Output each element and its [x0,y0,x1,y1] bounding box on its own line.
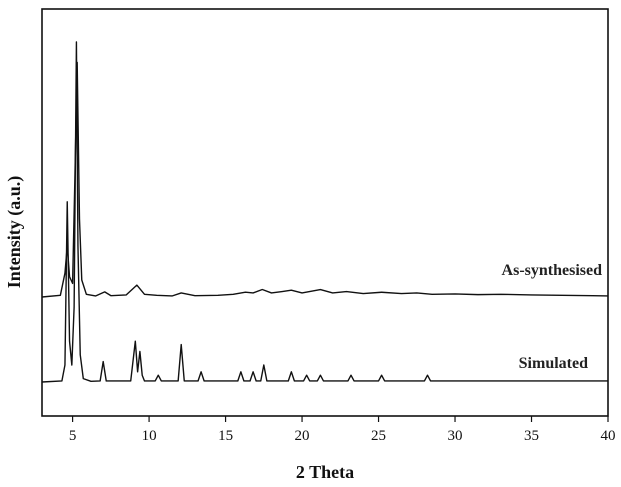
x-axis-title: 2 Theta [296,462,354,482]
series-labels: As-synthesised Simulated [502,262,603,372]
plot-frame [41,8,609,417]
x-tick-label-5: 5 [69,428,77,444]
y-axis-title: Intensity (a.u.) [4,176,25,289]
x-tick-label-30: 30 [448,428,463,444]
x-tick-label-40: 40 [601,428,616,444]
series-label-as-synthesised: As-synthesised [502,262,603,279]
series-label-simulated: Simulated [519,355,588,372]
x-tick-label-25: 25 [371,428,386,444]
x-axis-ticks: 5 10 15 20 25 30 35 40 [69,416,616,444]
x-tick-label-35: 35 [524,428,539,444]
x-tick-label-10: 10 [142,428,157,444]
x-tick-label-20: 20 [295,428,310,444]
series-line-simulated [41,41,608,383]
x-tick-label-15: 15 [218,428,233,444]
plot-border [41,8,609,417]
traces [41,41,609,383]
series-line-as-synthesised [41,61,609,298]
